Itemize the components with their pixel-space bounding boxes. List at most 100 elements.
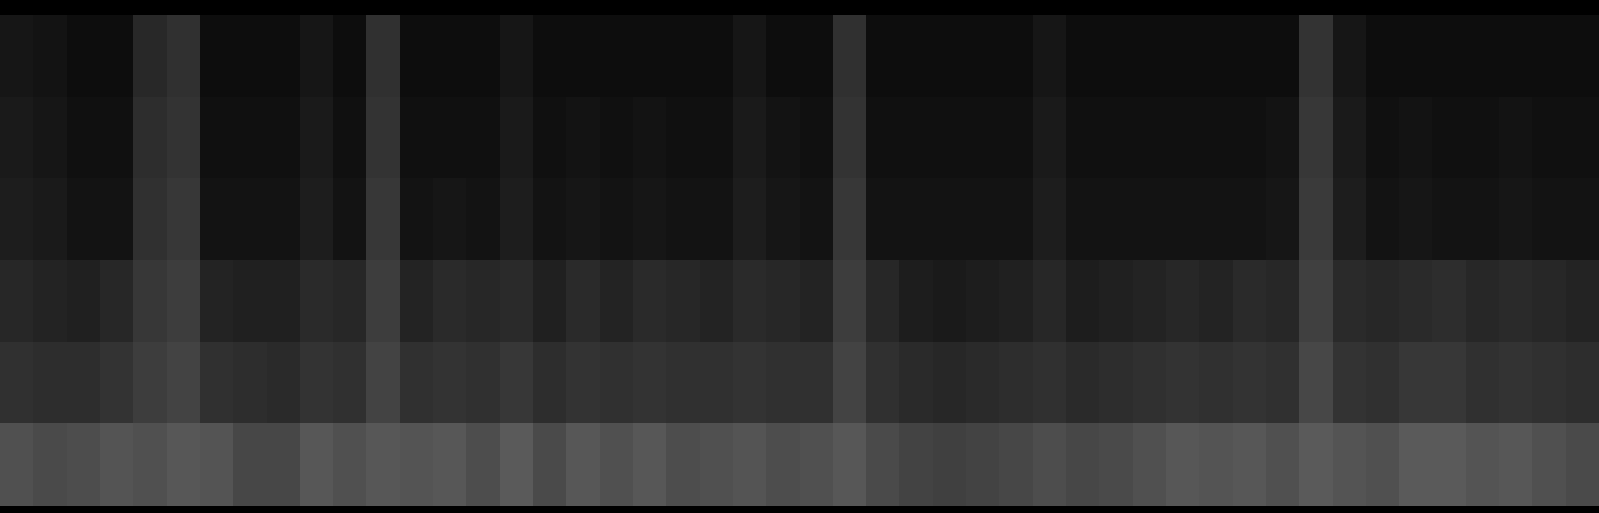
cell (167, 97, 201, 179)
cell (1266, 423, 1300, 505)
cell (1333, 97, 1367, 179)
cell (800, 15, 834, 97)
cell (233, 260, 267, 342)
cell (633, 97, 667, 179)
cell (1499, 260, 1533, 342)
cell (267, 15, 301, 97)
spectrogram (0, 0, 1599, 513)
cell (800, 178, 834, 260)
cell (67, 260, 101, 342)
cell (1366, 97, 1400, 179)
cell (333, 260, 367, 342)
cell (833, 15, 867, 97)
cell (0, 423, 34, 505)
cell (1499, 97, 1533, 179)
cell (33, 342, 67, 424)
cell (0, 342, 34, 424)
cell (333, 15, 367, 97)
cell (0, 15, 34, 97)
cell (400, 423, 434, 505)
cell (1432, 260, 1466, 342)
cell (1233, 342, 1267, 424)
cell (366, 342, 400, 424)
cell (200, 178, 234, 260)
cell (1532, 342, 1566, 424)
cell (366, 15, 400, 97)
cell (1333, 260, 1367, 342)
cell (0, 178, 34, 260)
cell (600, 15, 634, 97)
cell (1432, 97, 1466, 179)
cell (633, 15, 667, 97)
cell (533, 342, 567, 424)
cell (500, 260, 534, 342)
cell (566, 423, 600, 505)
cell (1399, 15, 1433, 97)
cell (533, 260, 567, 342)
cell (966, 97, 1000, 179)
cell (300, 342, 334, 424)
cell (1033, 15, 1067, 97)
cell (866, 15, 900, 97)
cell (600, 97, 634, 179)
cell (167, 423, 201, 505)
cell (1133, 260, 1167, 342)
cell (1466, 15, 1500, 97)
cell (67, 15, 101, 97)
cell (733, 97, 767, 179)
cell (566, 178, 600, 260)
cell (1233, 97, 1267, 179)
cell (233, 342, 267, 424)
cell (1299, 97, 1333, 179)
cell (133, 97, 167, 179)
cell (433, 178, 467, 260)
cell (1199, 342, 1233, 424)
cell (33, 260, 67, 342)
cell (1166, 342, 1200, 424)
cell (999, 178, 1033, 260)
cell (67, 178, 101, 260)
cell (300, 260, 334, 342)
cell (433, 342, 467, 424)
cell (1566, 260, 1599, 342)
cell (67, 423, 101, 505)
cell (1532, 15, 1566, 97)
cell (800, 260, 834, 342)
cell (899, 178, 933, 260)
cell (300, 178, 334, 260)
cell (466, 178, 500, 260)
cell (233, 97, 267, 179)
cell (666, 260, 700, 342)
cell (1233, 423, 1267, 505)
cell (933, 97, 967, 179)
cell (633, 423, 667, 505)
cell (466, 423, 500, 505)
cell (833, 260, 867, 342)
cell (267, 260, 301, 342)
cell (866, 342, 900, 424)
cell (1399, 178, 1433, 260)
cell (333, 342, 367, 424)
cell (866, 423, 900, 505)
cell (133, 423, 167, 505)
cell (633, 178, 667, 260)
cell (200, 342, 234, 424)
cell (1266, 15, 1300, 97)
cell (200, 260, 234, 342)
cell (400, 178, 434, 260)
cell (1432, 342, 1466, 424)
cell (33, 423, 67, 505)
cell (366, 423, 400, 505)
cell (300, 423, 334, 505)
cell (1199, 178, 1233, 260)
cell (1366, 178, 1400, 260)
cell (966, 15, 1000, 97)
cell (133, 260, 167, 342)
cell (966, 423, 1000, 505)
cell (400, 15, 434, 97)
cell (933, 260, 967, 342)
cell (1566, 97, 1599, 179)
cell (800, 342, 834, 424)
cell (466, 342, 500, 424)
cell (1099, 97, 1133, 179)
